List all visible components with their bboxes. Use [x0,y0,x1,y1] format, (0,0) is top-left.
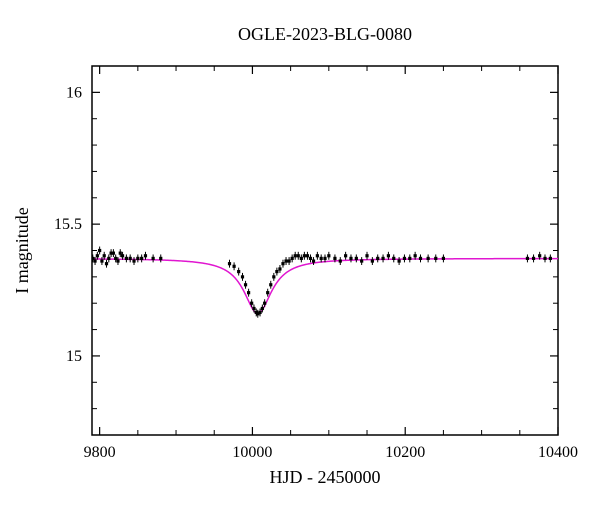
data-point [159,257,162,260]
data-point [98,249,101,252]
x-tick-label: 10000 [232,444,272,461]
data-point [365,254,368,257]
data-point [252,307,255,310]
data-point [376,257,379,260]
data-point [294,254,297,257]
data-point [132,259,135,262]
data-point [442,257,445,260]
data-point [100,259,103,262]
data-point [228,262,231,265]
data-point [381,257,384,260]
data-point [281,262,284,265]
y-tick-label: 15 [66,348,82,365]
data-point [244,283,247,286]
data-point [105,262,108,265]
data-point [258,311,261,314]
chart-title: OGLE-2023-BLG-0080 [238,24,412,44]
x-axis-label: HJD - 2450000 [270,467,381,487]
data-point [327,254,330,257]
x-tick-label: 10400 [538,444,578,461]
data-point [140,257,143,260]
chart-svg: 9800 10000 10200 10400 15 15.5 16 OGLE-2023-BLG… [0,0,600,512]
data-point [543,257,546,260]
data-point [339,259,342,262]
data-point [414,254,417,257]
data-point [107,257,110,260]
data-point [309,257,312,260]
data-point [549,257,552,260]
data-point [152,257,155,260]
data-point [129,257,132,260]
data-point [349,257,352,260]
data-point [263,302,266,305]
data-point [275,270,278,273]
data-point [103,254,106,257]
data-point [306,254,309,257]
data-point [125,257,128,260]
data-point [266,291,269,294]
data-point [261,307,264,310]
y-tick-label: 16 [66,84,82,101]
x-tick-label: 10200 [385,444,425,461]
data-point [250,302,253,305]
data-point [427,257,430,260]
data-point [300,257,303,260]
data-point [333,257,336,260]
data-point [287,259,290,262]
data-point [303,254,306,257]
y-axis-label: I magnitude [12,207,32,293]
data-point [278,267,281,270]
data-point [434,257,437,260]
data-point [344,254,347,257]
data-point [116,259,119,262]
data-point [408,257,411,260]
data-point [538,254,541,257]
lightcurve-chart: 9800 10000 10200 10400 15 15.5 16 OGLE-2023-BLG… [0,0,600,512]
data-point [403,257,406,260]
data-point [144,254,147,257]
data-point [269,283,272,286]
data-point [355,257,358,260]
data-point [93,259,96,262]
data-point [532,257,535,260]
y-tick-label: 15.5 [54,216,82,233]
data-point [112,252,115,255]
data-point [323,257,326,260]
data-point [320,257,323,260]
data-point [312,259,315,262]
data-point [232,265,235,268]
data-point [96,254,99,257]
data-point [360,259,363,262]
data-point [398,259,401,262]
data-point [284,259,287,262]
data-point [291,257,294,260]
data-point [272,275,275,278]
data-point [247,291,250,294]
data-point [526,257,529,260]
data-point [237,270,240,273]
data-point [387,254,390,257]
data-point [241,275,244,278]
data-point [297,254,300,257]
data-point [371,259,374,262]
data-point [419,257,422,260]
data-point [316,254,319,257]
data-point [121,254,124,257]
x-tick-label: 9800 [84,444,116,461]
data-point [392,257,395,260]
data-point [136,257,139,260]
